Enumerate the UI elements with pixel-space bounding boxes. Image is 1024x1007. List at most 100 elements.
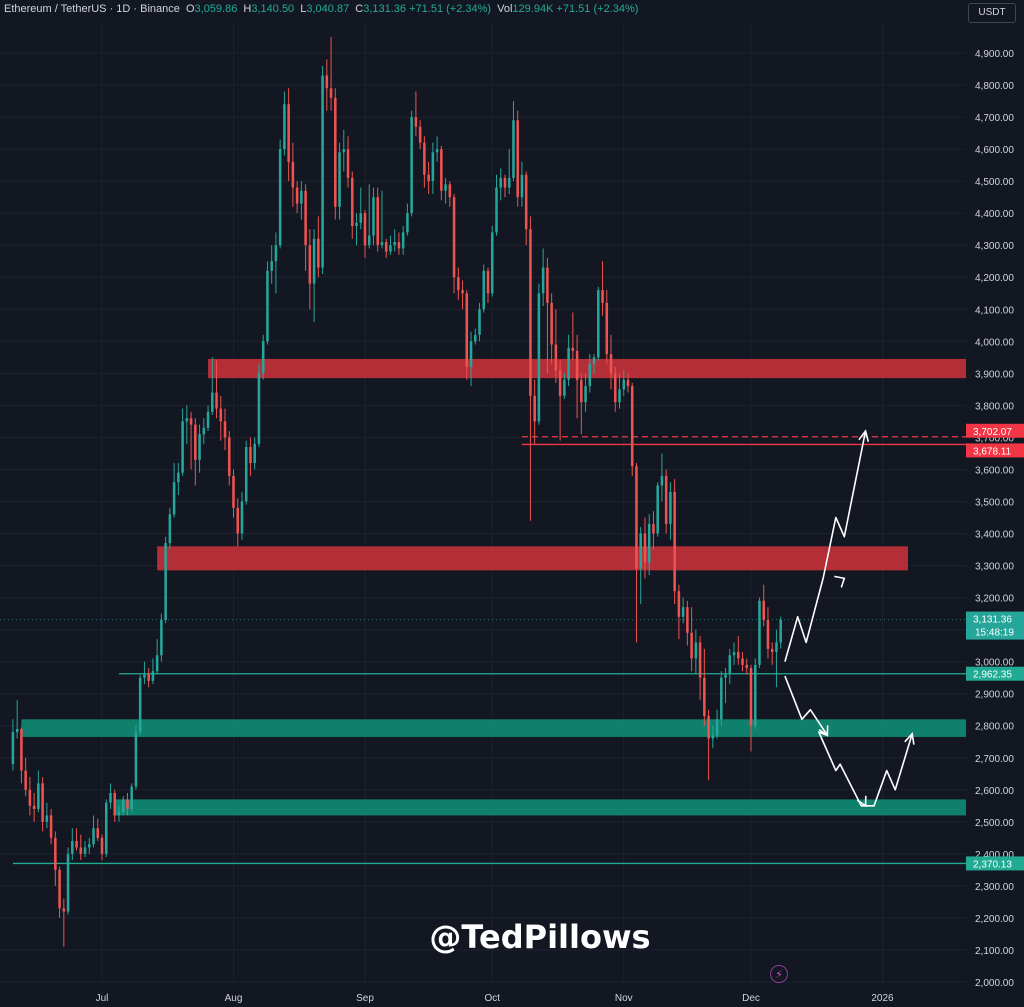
candle-body bbox=[211, 392, 214, 412]
candle-body bbox=[563, 379, 566, 396]
price-tick-label: 4,400.00 bbox=[975, 209, 1014, 220]
symbol-header: Ethereum / TetherUS · 1D · Binance O3,05… bbox=[4, 3, 638, 15]
price-tag-label: 2,962.35 bbox=[973, 670, 1012, 681]
candle-body bbox=[62, 908, 66, 912]
candle-body bbox=[350, 177, 354, 226]
candle-body bbox=[321, 75, 324, 268]
candle-body bbox=[376, 197, 379, 246]
price-tick-label: 4,300.00 bbox=[975, 241, 1014, 252]
candle-body bbox=[372, 197, 375, 236]
candle-body bbox=[194, 424, 197, 460]
price-tick-label: 3,500.00 bbox=[975, 497, 1014, 508]
candle-body bbox=[96, 828, 100, 838]
candle-body bbox=[609, 354, 613, 374]
candle-body bbox=[189, 418, 193, 425]
candle-body bbox=[461, 290, 464, 294]
currency-button[interactable]: USDT bbox=[968, 3, 1016, 23]
candle-body bbox=[244, 447, 248, 502]
countdown-label: 15:48:19 bbox=[975, 628, 1014, 639]
candle-body bbox=[329, 88, 333, 98]
candle-body bbox=[287, 104, 290, 162]
candle-body bbox=[342, 149, 346, 153]
candle-body bbox=[54, 837, 57, 870]
candle-body bbox=[291, 161, 295, 188]
projection-arrowhead bbox=[834, 575, 846, 588]
candle-body bbox=[656, 485, 659, 534]
candle-body bbox=[147, 674, 150, 681]
candle-body bbox=[745, 664, 749, 669]
candle-body bbox=[580, 379, 583, 403]
resistance-zone[interactable] bbox=[157, 546, 908, 571]
symbol-name[interactable]: Ethereum / TetherUS · 1D · Binance bbox=[4, 3, 180, 15]
candle-body bbox=[630, 386, 634, 467]
price-tick-label: 2,400.00 bbox=[975, 850, 1014, 861]
candle-body bbox=[571, 347, 575, 351]
volume-label: Vol bbox=[497, 3, 513, 15]
candle-body bbox=[694, 642, 698, 659]
time-tick-label: Dec bbox=[742, 993, 760, 1004]
projection-path[interactable] bbox=[784, 430, 867, 662]
candle-body bbox=[270, 261, 273, 271]
candle-body bbox=[45, 815, 49, 822]
candle-body bbox=[664, 475, 668, 524]
candle-body bbox=[20, 728, 23, 771]
candle-body bbox=[482, 270, 486, 310]
candle-body bbox=[741, 658, 744, 665]
candle-body bbox=[11, 732, 15, 765]
candle-body bbox=[728, 655, 732, 675]
candle-body bbox=[618, 389, 621, 403]
price-tick-label: 3,300.00 bbox=[975, 562, 1014, 573]
candle-body bbox=[605, 302, 609, 355]
high-label: H bbox=[243, 3, 252, 15]
candle-body bbox=[185, 418, 189, 422]
candle-body bbox=[172, 482, 176, 515]
price-tick-label: 4,600.00 bbox=[975, 145, 1014, 156]
candle-body bbox=[507, 177, 511, 188]
price-tag-label: 3,678.11 bbox=[973, 446, 1012, 457]
lightning-icon[interactable]: ⚡ bbox=[770, 965, 788, 983]
candle-body bbox=[249, 447, 252, 464]
price-tick-label: 4,200.00 bbox=[975, 273, 1014, 284]
candle-body bbox=[198, 434, 201, 460]
price-tick-label: 3,000.00 bbox=[975, 658, 1014, 669]
candle-body bbox=[601, 290, 604, 303]
candle-body bbox=[643, 533, 647, 563]
candle-body bbox=[257, 373, 261, 444]
candle-body bbox=[304, 190, 307, 246]
author-watermark: @TedPillows bbox=[429, 918, 651, 956]
support-zone[interactable] bbox=[114, 799, 967, 816]
candle-body bbox=[660, 475, 664, 486]
price-tick-label: 3,700.00 bbox=[975, 433, 1014, 444]
candle-body bbox=[635, 466, 638, 569]
projection-path[interactable] bbox=[784, 675, 913, 807]
close-value: 3,131.36 bbox=[363, 3, 407, 15]
candle-body bbox=[537, 293, 541, 422]
low-label: L bbox=[300, 3, 307, 15]
time-tick-label: Nov bbox=[615, 993, 633, 1004]
candle-body bbox=[724, 674, 727, 678]
volume-change: +71.51 (+2.34%) bbox=[556, 3, 639, 15]
candle-body bbox=[715, 719, 719, 736]
candle-body bbox=[397, 242, 401, 249]
candle-body bbox=[346, 149, 350, 178]
resistance-zone[interactable] bbox=[208, 358, 966, 379]
candle-body bbox=[79, 847, 83, 854]
projection-arrowhead bbox=[818, 725, 829, 737]
candle-body bbox=[554, 344, 558, 371]
price-tag-label: 2,370.13 bbox=[973, 859, 1012, 870]
candle-body bbox=[613, 373, 617, 403]
candle-body bbox=[669, 491, 672, 524]
candle-body bbox=[367, 235, 371, 246]
projection-arrowhead bbox=[856, 795, 867, 808]
price-tick-label: 3,200.00 bbox=[975, 594, 1014, 605]
candle-body bbox=[495, 187, 498, 233]
candle-body bbox=[707, 716, 710, 739]
candle-body bbox=[647, 523, 651, 563]
candle-body bbox=[253, 443, 256, 464]
price-tick-label: 2,100.00 bbox=[975, 946, 1014, 957]
candle-body bbox=[575, 350, 579, 380]
candle-body bbox=[100, 837, 104, 854]
candle-body bbox=[681, 607, 685, 617]
support-zone[interactable] bbox=[21, 719, 967, 737]
